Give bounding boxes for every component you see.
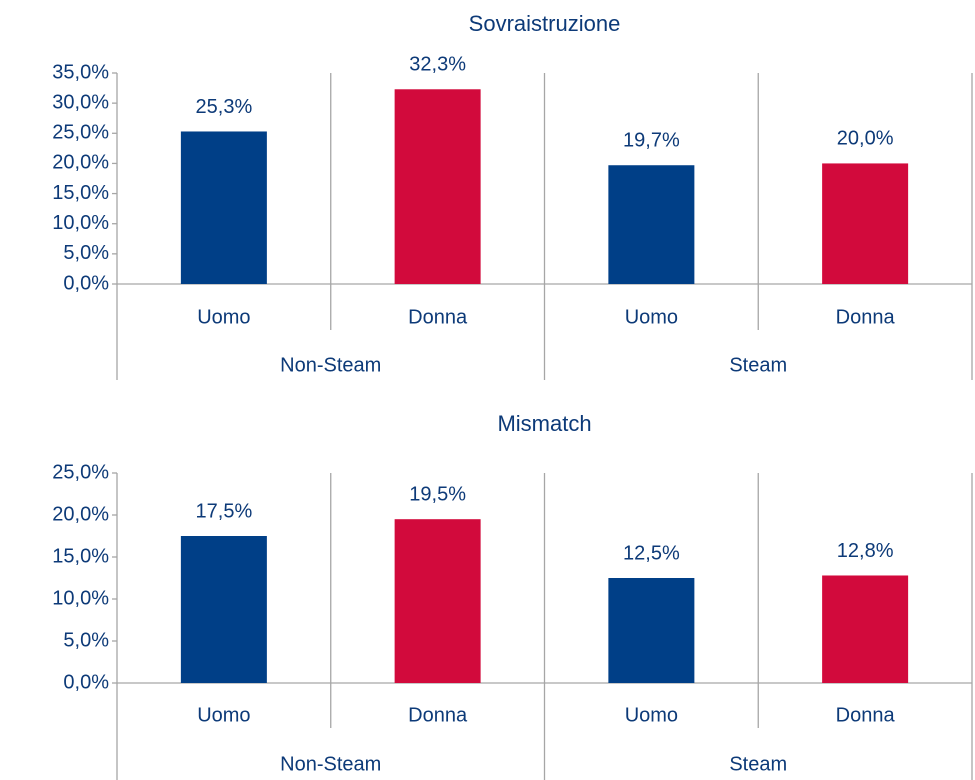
bar (608, 578, 695, 683)
y-tick-label: 0,0% (63, 671, 109, 693)
x-tick-label: Donna (408, 306, 468, 328)
y-tick-label: 10,0% (52, 587, 109, 609)
value-label: 12,5% (623, 542, 680, 564)
y-tick-label: 10,0% (52, 212, 109, 234)
chart-title: Sovraistruzione (469, 11, 621, 36)
bar (394, 89, 481, 284)
x-tick-label: Uomo (625, 704, 678, 726)
y-tick-label: 15,0% (52, 182, 109, 204)
x-tick-label: Donna (836, 306, 896, 328)
y-tick-label: 25,0% (52, 461, 109, 483)
y-tick-label: 5,0% (63, 242, 109, 264)
bar (608, 165, 695, 284)
bar (822, 575, 909, 683)
group-label: Non-Steam (280, 753, 381, 775)
bar (180, 536, 267, 683)
value-label: 19,7% (623, 130, 680, 152)
value-label: 19,5% (409, 483, 466, 505)
x-tick-label: Uomo (625, 306, 678, 328)
value-label: 32,3% (409, 54, 466, 76)
bar (822, 163, 909, 284)
value-label: 25,3% (196, 96, 253, 118)
x-tick-label: Donna (408, 704, 468, 726)
x-tick-label: Uomo (197, 306, 250, 328)
group-label: Steam (729, 354, 787, 376)
x-tick-label: Uomo (197, 704, 250, 726)
y-tick-label: 20,0% (52, 152, 109, 174)
x-tick-label: Donna (836, 704, 896, 726)
y-tick-label: 35,0% (52, 61, 109, 83)
bar (180, 131, 267, 284)
y-tick-label: 30,0% (52, 91, 109, 113)
value-label: 17,5% (196, 500, 253, 522)
chart-title: Mismatch (497, 411, 591, 436)
group-label: Steam (729, 753, 787, 775)
value-label: 12,8% (837, 540, 894, 562)
y-tick-label: 25,0% (52, 122, 109, 144)
y-tick-label: 0,0% (63, 272, 109, 294)
value-label: 20,0% (837, 128, 894, 150)
group-label: Non-Steam (280, 354, 381, 376)
bar (394, 519, 481, 683)
y-tick-label: 5,0% (63, 629, 109, 651)
y-tick-label: 20,0% (52, 503, 109, 525)
y-tick-label: 15,0% (52, 545, 109, 567)
